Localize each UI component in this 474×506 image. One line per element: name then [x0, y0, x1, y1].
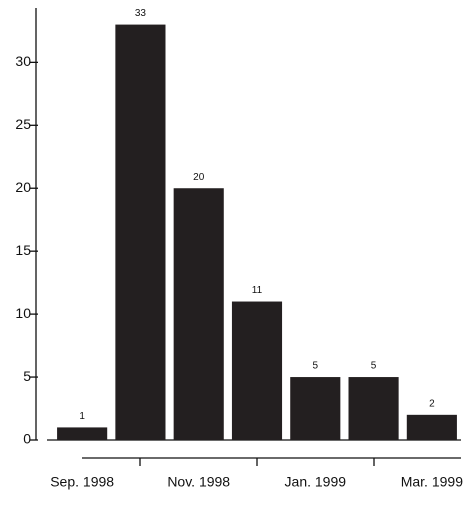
- value-label: 2: [429, 398, 435, 409]
- value-label: 5: [371, 361, 377, 372]
- y-tick-label: 0: [23, 431, 31, 447]
- value-label: 5: [313, 361, 319, 372]
- y-tick-label: 25: [15, 116, 31, 132]
- bar: [348, 377, 399, 440]
- bar: [173, 188, 224, 440]
- x-tick-label: Sep. 1998: [50, 474, 114, 490]
- bar: [406, 414, 457, 440]
- bar: [57, 427, 108, 440]
- value-label: 1: [79, 411, 85, 422]
- bar: [290, 377, 341, 440]
- y-tick-label: 20: [15, 179, 31, 195]
- value-label: 33: [135, 8, 147, 19]
- x-tick-label: Mar. 1999: [401, 474, 463, 490]
- x-tick-label: Nov. 1998: [167, 474, 230, 490]
- value-label: 20: [193, 172, 205, 183]
- y-tick-label: 10: [15, 305, 31, 321]
- value-label: 11: [252, 285, 263, 296]
- bar: [231, 301, 283, 440]
- y-tick-label: 30: [15, 53, 31, 69]
- y-tick-label: 5: [23, 368, 31, 384]
- x-tick-label: Jan. 1999: [285, 474, 347, 490]
- bar: [115, 24, 166, 441]
- y-tick-label: 15: [15, 242, 31, 258]
